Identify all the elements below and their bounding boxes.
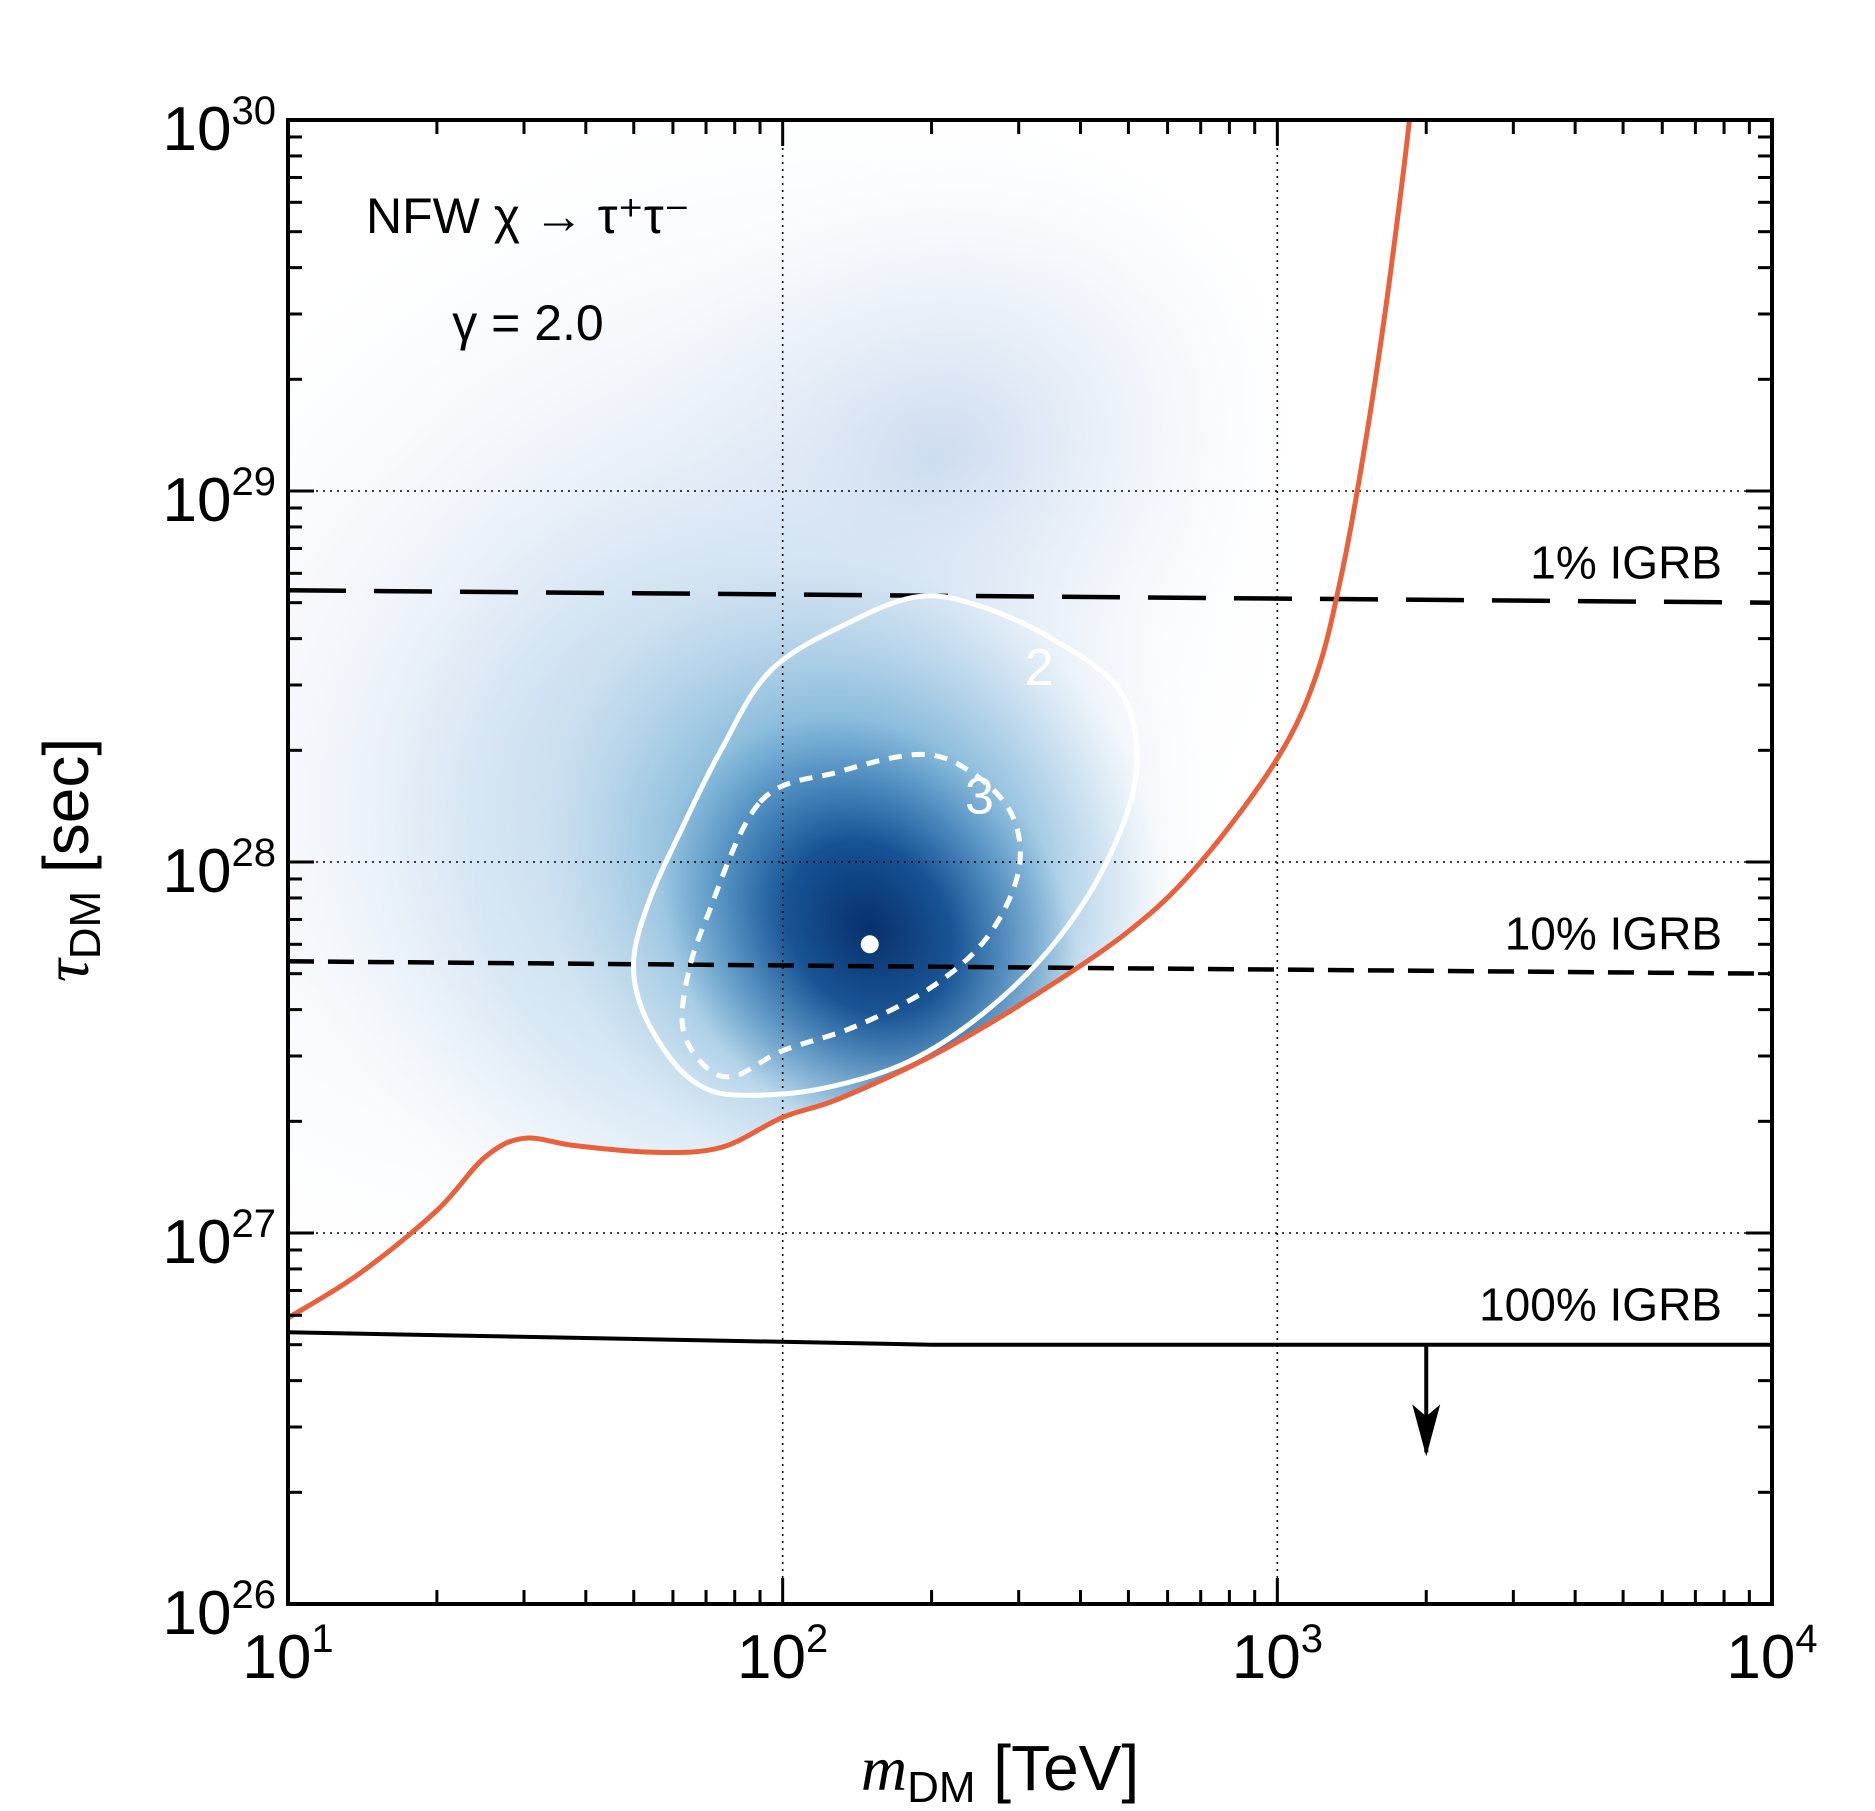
y-axis-label-main: τ <box>31 957 102 982</box>
contour-label-3: 3 <box>965 768 994 826</box>
reference-line-label: 1% IGRB <box>1530 537 1722 589</box>
x-tick-label: 101 <box>242 1617 333 1692</box>
contour-label-2: 2 <box>1025 639 1054 697</box>
limit-curve <box>288 120 1412 1321</box>
arrow-head <box>1412 1404 1441 1457</box>
x-tick-label: 104 <box>1726 1617 1817 1692</box>
annotation: NFW χ → τ⁺τ⁻ γ = 2.0 <box>366 188 690 351</box>
contours: 23 <box>630 593 1140 1098</box>
contour-2 <box>630 593 1140 1098</box>
y-tick-label: 1029 <box>163 460 276 535</box>
y-tick-label: 1030 <box>163 89 276 164</box>
contour-3 <box>679 751 1023 1080</box>
reference-line-label: 100% IGRB <box>1479 1279 1722 1331</box>
y-axis-label-sub: DM <box>61 891 110 959</box>
x-tick-label: 103 <box>1232 1617 1323 1692</box>
density-region <box>288 120 1305 1318</box>
y-tick-label: 1027 <box>163 1202 276 1277</box>
grid <box>288 120 1772 1604</box>
reference-line-label: 10% IGRB <box>1505 908 1722 960</box>
density-heatmap <box>288 120 1305 1318</box>
y-tick-label: 1026 <box>163 1573 276 1648</box>
x-axis-label: mDM [TeV] <box>861 1732 1139 1811</box>
x-axis-label-main: m <box>861 1733 907 1804</box>
y-tick-label: 1028 <box>163 831 276 906</box>
limit-curve-line <box>288 120 1412 1321</box>
best-fit-point <box>860 935 879 954</box>
reference-line-1 <box>287 588 1773 605</box>
x-axis-label-unit: [TeV] <box>976 1732 1140 1804</box>
x-axis-label-sub: DM <box>907 1763 975 1811</box>
y-axis-label: τDM [sec] <box>30 738 110 982</box>
y-axis-label-unit: [sec] <box>30 738 102 891</box>
annotation-line2: γ = 2.0 <box>452 295 604 351</box>
reference-line-3 <box>287 1330 1772 1347</box>
reference-lines: 1% IGRB 10% IGRB 100% IGRB <box>287 537 1773 1457</box>
x-tick-label: 102 <box>737 1617 828 1692</box>
axes: 101 102 103 104 1026 1027 1028 1029 1030 <box>163 89 1818 1692</box>
annotation-line1: NFW χ → τ⁺τ⁻ <box>366 188 690 244</box>
